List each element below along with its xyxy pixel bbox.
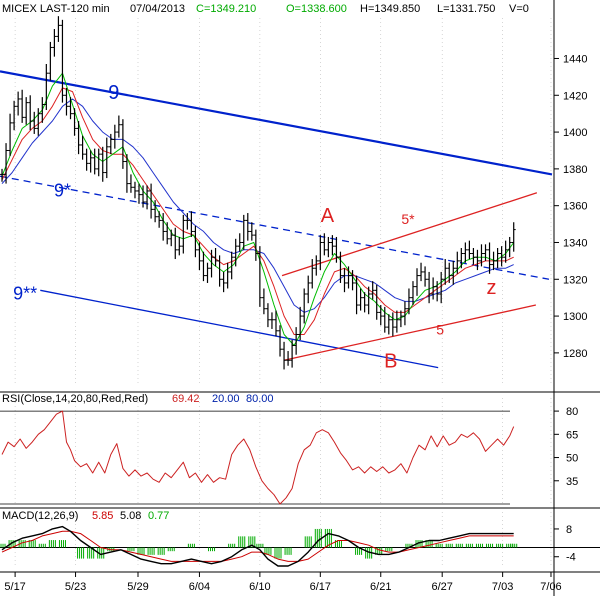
annotation-label: 5 [436, 321, 444, 337]
x-tick-label: 7/06 [540, 581, 561, 593]
macd-value: 5.85 [92, 510, 113, 522]
rsi-tick-label: 80 [566, 406, 578, 418]
x-tick-label: 6/27 [431, 581, 452, 593]
macd-line [1, 525, 514, 567]
annotation-label: 9** [13, 284, 37, 304]
rsi-line [1, 410, 515, 505]
price-tick-label: 1440 [563, 53, 587, 65]
header-volume: V=0 [509, 3, 529, 15]
annotation-label: A [321, 205, 335, 227]
macd-tick-label: 8 [566, 524, 572, 536]
annotation-label: 9 [108, 82, 119, 104]
x-tick-label: 6/21 [370, 581, 391, 593]
annotation-label: 5* [401, 211, 415, 227]
x-tick-label: 6/04 [189, 581, 210, 593]
rsi-label: RSI(Close,14,20,80,Red,Red) [2, 393, 148, 405]
price-tick-label: 1280 [563, 348, 587, 360]
rsi-lower-level: 20.00 [212, 393, 240, 405]
price-y-axis: 1280 1300 1320 1340 1360 1380 1400 1420 1440 [554, 53, 587, 360]
price-tick-label: 1380 [563, 164, 587, 176]
price-tick-label: 1340 [563, 237, 587, 249]
trendline-5star [281, 192, 538, 277]
x-tick-label: 5/23 [65, 581, 86, 593]
price-tick-label: 1420 [563, 90, 587, 102]
header-open: O=1338.600 [286, 3, 347, 15]
ma-slow-line [1, 98, 514, 313]
macd-signal-value: 5.08 [120, 510, 141, 522]
rsi-value: 69.42 [172, 393, 200, 405]
price-tick-label: 1320 [563, 274, 587, 286]
annotation-label: B [384, 351, 397, 373]
moving-average-layer [1, 72, 515, 346]
annotation-label: 9* [54, 180, 71, 200]
rsi-tick-label: 35 [566, 476, 578, 488]
trendline-9star [0, 175, 550, 280]
header-high: H=1349.850 [360, 3, 420, 15]
trendline-5 [283, 304, 537, 361]
price-tick-label: 1400 [563, 127, 587, 139]
rsi-upper-level: 80.00 [246, 393, 274, 405]
rsi-tick-label: 50 [566, 453, 578, 465]
header-low: L=1331.750 [437, 3, 495, 15]
header-symbol: MICEX LAST-120 min [2, 3, 110, 15]
ma-fast-line [1, 72, 515, 346]
macd-tick-label: -4 [566, 552, 576, 564]
macd-panel: -4 8 [0, 524, 600, 567]
x-tick-label: 6/10 [249, 581, 270, 593]
trendline-layer [0, 70, 553, 369]
x-tick-label: 5/17 [4, 581, 25, 593]
header-date: 07/04/2013 [130, 3, 185, 15]
annotation-layer: 9 9* 9** A 5* 5 z B [13, 82, 496, 373]
x-tick-label: 6/17 [310, 581, 331, 593]
price-bars [0, 16, 516, 370]
trendline-9starstar [40, 289, 439, 369]
price-tick-label: 1360 [563, 201, 587, 213]
annotation-label: z [487, 277, 497, 299]
price-grid [14, 18, 552, 566]
trendline-9 [0, 70, 553, 176]
price-tick-label: 1300 [563, 311, 587, 323]
rsi-panel: 35 50 65 80 [0, 406, 578, 505]
date-x-axis: 5/17 5/23 5/29 6/04 6/10 6/17 6/21 6/27 7/03 7/06 [4, 572, 562, 593]
macd-signal-line [1, 530, 514, 562]
x-tick-label: 5/29 [127, 581, 148, 593]
header-close: C=1349.210 [196, 3, 256, 15]
rsi-tick-label: 65 [566, 429, 578, 441]
macd-hist-value: 0.77 [148, 510, 169, 522]
macd-label: MACD(12,26,9) [2, 510, 78, 522]
x-tick-label: 7/03 [492, 581, 513, 593]
